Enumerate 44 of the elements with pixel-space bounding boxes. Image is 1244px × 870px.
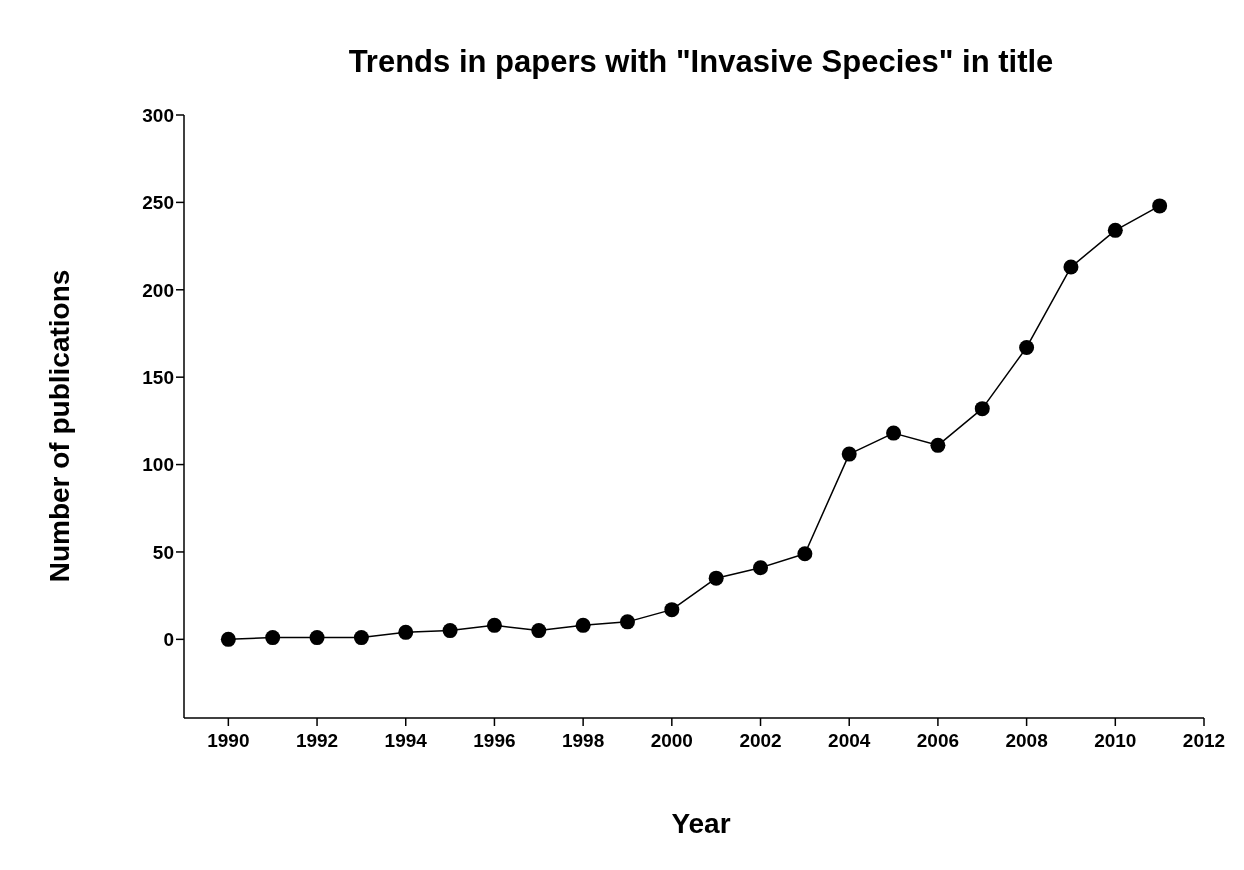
x-tick-label: 2002 [739,730,782,752]
x-tick-label: 2012 [1182,730,1226,752]
point [841,446,857,462]
x-tick-label: 2000 [650,730,693,752]
x-tick-label: 2006 [916,730,960,752]
point [265,630,281,646]
point [1107,222,1123,238]
x-tick-label: 1994 [384,730,428,752]
point [1019,339,1035,355]
point [353,630,369,646]
x-tick-label: 2010 [1094,730,1137,752]
y-tick-label: 50 [152,541,174,563]
y-tick-label: 250 [142,192,174,214]
point [930,437,946,453]
point [797,546,813,562]
point [442,623,458,639]
point [753,560,769,576]
point [309,630,325,646]
point [708,570,724,586]
x-tick-label: 1998 [561,730,605,752]
point [974,401,990,417]
x-tick-label: 1996 [473,730,516,752]
point [619,614,635,630]
point [1152,198,1168,214]
point [886,425,902,441]
point [664,602,680,618]
y-axis-title: Number of publications [44,269,76,583]
point [1063,259,1079,275]
x-axis-title: Year [670,808,732,840]
y-tick-label: 100 [142,454,174,476]
y-tick-label: 150 [142,366,174,388]
point [486,617,502,633]
y-tick-label: 300 [142,104,174,126]
point [531,623,547,639]
x-tick-label: 2004 [828,730,871,752]
point [398,624,414,640]
point [220,631,236,647]
chart-title: Trends in papers with "Invasive Species" in title [347,44,1055,80]
y-tick-label: 200 [142,279,174,301]
y-tick-label: 0 [163,629,174,651]
x-tick-label: 1990 [207,730,250,752]
point [575,617,591,633]
x-tick-label: 2008 [1005,730,1048,752]
x-tick-label: 1992 [295,730,339,752]
